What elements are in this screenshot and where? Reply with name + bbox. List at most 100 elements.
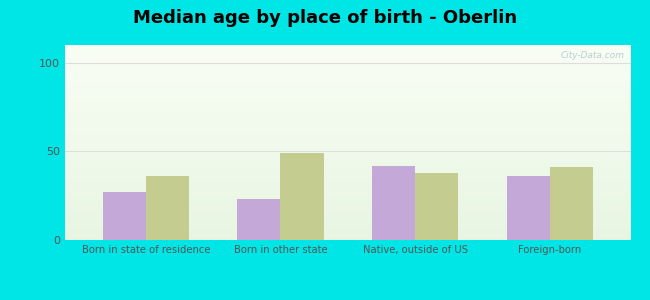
Bar bbox=[65, 119, 630, 120]
Bar bbox=[65, 126, 630, 127]
Bar bbox=[65, 153, 630, 154]
Bar bbox=[65, 183, 630, 184]
Bar bbox=[65, 79, 630, 80]
Bar bbox=[65, 129, 630, 130]
Bar bbox=[65, 182, 630, 183]
Bar bbox=[65, 124, 630, 125]
Bar bbox=[65, 191, 630, 192]
Bar bbox=[65, 78, 630, 79]
Bar bbox=[65, 186, 630, 187]
Bar bbox=[65, 231, 630, 232]
Bar bbox=[65, 226, 630, 227]
Bar bbox=[65, 237, 630, 238]
Bar bbox=[65, 53, 630, 54]
Bar bbox=[65, 148, 630, 149]
Bar bbox=[65, 187, 630, 188]
Bar bbox=[65, 89, 630, 90]
Bar bbox=[65, 181, 630, 182]
Bar bbox=[65, 112, 630, 113]
Bar bbox=[550, 167, 593, 240]
Bar bbox=[65, 123, 630, 124]
Bar bbox=[65, 176, 630, 177]
Bar bbox=[65, 221, 630, 223]
Bar bbox=[65, 107, 630, 108]
Bar bbox=[65, 101, 630, 103]
Bar bbox=[65, 225, 630, 226]
Bar bbox=[65, 147, 630, 148]
Bar bbox=[65, 210, 630, 211]
Bar bbox=[65, 85, 630, 86]
Bar bbox=[65, 211, 630, 212]
Bar bbox=[65, 149, 630, 150]
Bar bbox=[65, 56, 630, 57]
Bar bbox=[65, 75, 630, 76]
Bar bbox=[65, 166, 630, 167]
Bar bbox=[65, 120, 630, 121]
Bar bbox=[65, 195, 630, 196]
Bar bbox=[65, 46, 630, 47]
Bar bbox=[506, 176, 550, 240]
Bar bbox=[65, 114, 630, 115]
Bar bbox=[65, 71, 630, 72]
Bar bbox=[65, 144, 630, 145]
Bar bbox=[65, 223, 630, 224]
Bar bbox=[65, 216, 630, 217]
Bar bbox=[65, 167, 630, 168]
Bar bbox=[65, 220, 630, 221]
Bar bbox=[65, 154, 630, 155]
Bar bbox=[65, 94, 630, 95]
Bar bbox=[65, 230, 630, 231]
Bar bbox=[65, 54, 630, 55]
Bar bbox=[65, 76, 630, 77]
Bar bbox=[65, 175, 630, 176]
Bar bbox=[65, 93, 630, 94]
Bar bbox=[103, 192, 146, 240]
Bar bbox=[65, 197, 630, 198]
Bar bbox=[65, 201, 630, 202]
Bar bbox=[65, 77, 630, 78]
Bar bbox=[65, 140, 630, 142]
Bar bbox=[65, 51, 630, 52]
Bar bbox=[65, 47, 630, 48]
Bar bbox=[65, 113, 630, 114]
Bar bbox=[65, 207, 630, 208]
Bar bbox=[65, 125, 630, 126]
Bar bbox=[65, 72, 630, 73]
Bar bbox=[65, 156, 630, 157]
Bar bbox=[65, 84, 630, 85]
Bar bbox=[372, 166, 415, 240]
Bar bbox=[65, 152, 630, 153]
Bar bbox=[65, 168, 630, 169]
Bar bbox=[65, 234, 630, 235]
Bar bbox=[65, 177, 630, 178]
Bar bbox=[65, 199, 630, 200]
Bar bbox=[65, 212, 630, 213]
Bar bbox=[65, 196, 630, 197]
Bar bbox=[65, 86, 630, 87]
Bar bbox=[65, 224, 630, 225]
Bar bbox=[65, 98, 630, 99]
Bar bbox=[65, 198, 630, 199]
Bar bbox=[65, 131, 630, 132]
Bar bbox=[65, 132, 630, 133]
Bar bbox=[65, 127, 630, 128]
Bar bbox=[65, 70, 630, 71]
Bar bbox=[65, 121, 630, 122]
Bar bbox=[65, 68, 630, 69]
Bar bbox=[65, 228, 630, 229]
Bar bbox=[65, 169, 630, 170]
Bar bbox=[65, 109, 630, 110]
Bar bbox=[65, 134, 630, 135]
Bar bbox=[65, 55, 630, 56]
Bar bbox=[65, 229, 630, 230]
Bar bbox=[65, 209, 630, 210]
Bar bbox=[65, 185, 630, 186]
Bar bbox=[65, 133, 630, 134]
Bar bbox=[65, 81, 630, 82]
Bar bbox=[65, 233, 630, 234]
Bar bbox=[65, 139, 630, 140]
Bar bbox=[65, 218, 630, 220]
Bar bbox=[65, 62, 630, 64]
Bar bbox=[65, 130, 630, 131]
Bar bbox=[65, 213, 630, 214]
